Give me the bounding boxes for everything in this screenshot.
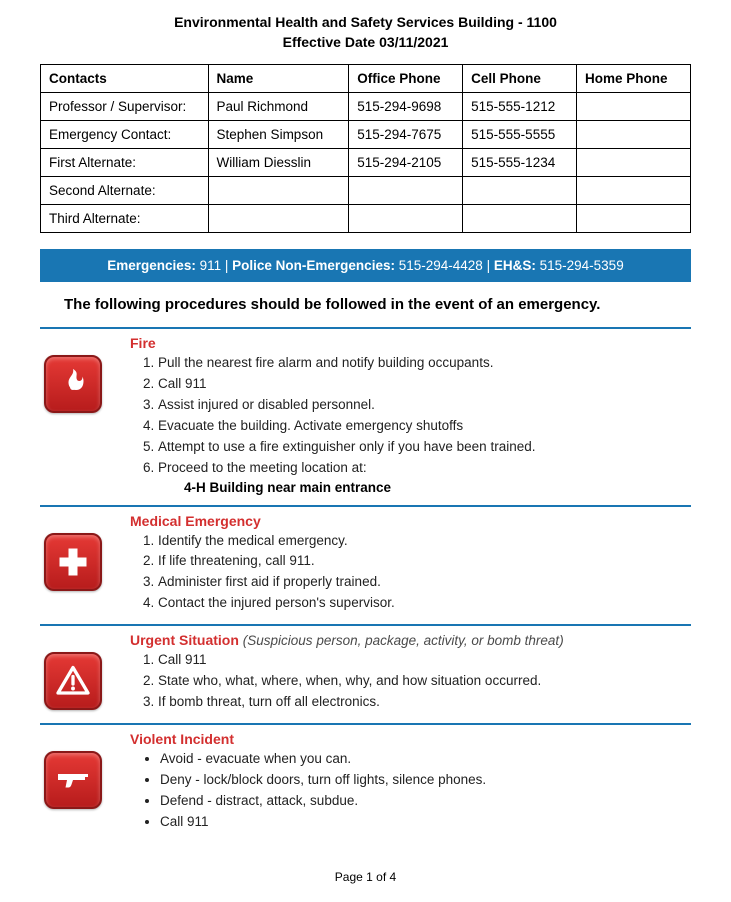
- table-cell-home: [577, 149, 691, 177]
- table-cell-cell: 515-555-5555: [463, 121, 577, 149]
- table-cell-cell: 515-555-1234: [463, 149, 577, 177]
- section-urgent: Urgent Situation (Suspicious person, pac…: [40, 624, 691, 723]
- section-title-urgent: Urgent Situation (Suspicious person, pac…: [32, 632, 681, 648]
- warning-triangle-icon: [44, 652, 102, 710]
- section-violent: Violent Incident Avoid - evacuate when y…: [40, 723, 691, 843]
- table-header-row: Contacts Name Office Phone Cell Phone Ho…: [41, 65, 691, 93]
- table-cell-office: 515-294-2105: [349, 149, 463, 177]
- urgent-steps: Call 911 State who, what, where, when, w…: [130, 650, 681, 713]
- banner-police-value: 515-294-4428: [399, 258, 483, 273]
- fire-steps: Pull the nearest fire alarm and notify b…: [130, 353, 681, 479]
- table-row: Professor / Supervisor:Paul Richmond515-…: [41, 93, 691, 121]
- banner-emergencies-value: 911: [200, 258, 222, 273]
- effective-date: Effective Date 03/11/2021: [40, 34, 691, 50]
- section-fire: Fire Pull the nearest fire alarm and not…: [40, 327, 691, 505]
- list-item: Proceed to the meeting location at:: [158, 458, 681, 479]
- table-cell-role: Professor / Supervisor:: [41, 93, 209, 121]
- violent-steps: Avoid - evacuate when you can. Deny - lo…: [130, 749, 681, 833]
- table-cell-name: [208, 177, 349, 205]
- table-cell-home: [577, 121, 691, 149]
- page: Environmental Health and Safety Services…: [0, 0, 731, 902]
- list-item: Call 911: [158, 650, 681, 671]
- col-header-office: Office Phone: [349, 65, 463, 93]
- table-cell-role: Emergency Contact:: [41, 121, 209, 149]
- urgent-title-text: Urgent Situation: [130, 632, 239, 648]
- urgent-subtitle: (Suspicious person, package, activity, o…: [243, 633, 564, 648]
- col-header-contacts: Contacts: [41, 65, 209, 93]
- col-header-cell: Cell Phone: [463, 65, 577, 93]
- list-item: Attempt to use a fire extinguisher only …: [158, 437, 681, 458]
- banner-ehs-label: EH&S:: [494, 258, 536, 273]
- list-item: If life threatening, call 911.: [158, 551, 681, 572]
- table-cell-role: First Alternate:: [41, 149, 209, 177]
- list-item: Identify the medical emergency.: [158, 531, 681, 552]
- list-item: State who, what, where, when, why, and h…: [158, 671, 681, 692]
- medical-cross-icon: [44, 533, 102, 591]
- table-cell-office: [349, 177, 463, 205]
- banner-police-label: Police Non-Emergencies:: [232, 258, 395, 273]
- table-row: Second Alternate:: [41, 177, 691, 205]
- section-title-medical: Medical Emergency: [32, 513, 681, 529]
- section-medical: Medical Emergency Identify the medical e…: [40, 505, 691, 625]
- list-item: Assist injured or disabled personnel.: [158, 395, 681, 416]
- col-header-home: Home Phone: [577, 65, 691, 93]
- list-item: If bomb threat, turn off all electronics…: [158, 692, 681, 713]
- page-title: Environmental Health and Safety Services…: [40, 14, 691, 30]
- list-item: Contact the injured person's supervisor.: [158, 593, 681, 614]
- table-row: First Alternate:William Diesslin515-294-…: [41, 149, 691, 177]
- table-cell-name: Stephen Simpson: [208, 121, 349, 149]
- col-header-name: Name: [208, 65, 349, 93]
- banner-emergencies-label: Emergencies:: [107, 258, 196, 273]
- section-title-violent: Violent Incident: [32, 731, 681, 747]
- page-footer: Page 1 of 4: [0, 870, 731, 884]
- emergency-banner: Emergencies: 911 | Police Non-Emergencie…: [40, 249, 691, 282]
- fire-meeting-location: 4-H Building near main entrance: [130, 480, 681, 495]
- table-row: Emergency Contact:Stephen Simpson515-294…: [41, 121, 691, 149]
- table-cell-home: [577, 93, 691, 121]
- table-cell-name: Paul Richmond: [208, 93, 349, 121]
- flame-icon: [44, 355, 102, 413]
- table-cell-office: 515-294-9698: [349, 93, 463, 121]
- list-item: Avoid - evacuate when you can.: [160, 749, 681, 770]
- list-item: Pull the nearest fire alarm and notify b…: [158, 353, 681, 374]
- contacts-table: Contacts Name Office Phone Cell Phone Ho…: [40, 64, 691, 233]
- table-cell-role: Third Alternate:: [41, 205, 209, 233]
- table-cell-office: 515-294-7675: [349, 121, 463, 149]
- table-cell-cell: [463, 205, 577, 233]
- list-item: Deny - lock/block doors, turn off lights…: [160, 770, 681, 791]
- section-title-fire: Fire: [32, 335, 681, 351]
- table-cell-cell: [463, 177, 577, 205]
- gun-icon: [44, 751, 102, 809]
- list-item: Administer first aid if properly trained…: [158, 572, 681, 593]
- list-item: Call 911: [158, 374, 681, 395]
- list-item: Defend - distract, attack, subdue.: [160, 791, 681, 812]
- banner-sep2: |: [487, 258, 494, 273]
- list-item: Call 911: [160, 812, 681, 833]
- banner-ehs-value: 515-294-5359: [540, 258, 624, 273]
- medical-steps: Identify the medical emergency. If life …: [130, 531, 681, 615]
- table-cell-name: [208, 205, 349, 233]
- table-cell-home: [577, 205, 691, 233]
- list-item: Evacuate the building. Activate emergenc…: [158, 416, 681, 437]
- procedures-heading: The following procedures should be follo…: [64, 296, 691, 313]
- table-cell-cell: 515-555-1212: [463, 93, 577, 121]
- table-cell-name: William Diesslin: [208, 149, 349, 177]
- table-cell-home: [577, 177, 691, 205]
- table-cell-office: [349, 205, 463, 233]
- table-cell-role: Second Alternate:: [41, 177, 209, 205]
- table-row: Third Alternate:: [41, 205, 691, 233]
